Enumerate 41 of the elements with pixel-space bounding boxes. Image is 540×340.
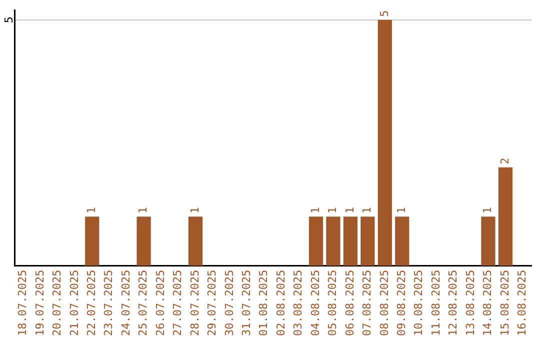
x-tick-label: 01.08.2025 xyxy=(257,270,270,336)
x-tick-label: 19.07.2025 xyxy=(33,270,46,336)
x-tick-label: 12.08.2025 xyxy=(446,270,460,336)
data-label: 1 xyxy=(481,206,494,214)
x-tick-label: 23.07.2025 xyxy=(102,270,116,336)
x-tick-label: 30.07.2025 xyxy=(222,270,236,336)
x-tick-label: 03.08.2025 xyxy=(292,270,305,336)
x-tick-label: 22.07.2025 xyxy=(84,270,98,336)
x-tick-label: 06.08.2025 xyxy=(343,270,356,336)
x-tick-label: 25.07.2025 xyxy=(136,270,150,336)
data-label: 1 xyxy=(84,206,98,214)
x-tick-label: 02.08.2025 xyxy=(274,270,288,336)
data-label: 1 xyxy=(360,206,374,214)
data-label: 1 xyxy=(326,206,340,214)
x-tick-label: 15.08.2025 xyxy=(498,270,512,336)
x-tick-label: 24.07.2025 xyxy=(119,270,132,336)
data-label: 1 xyxy=(394,206,408,214)
x-tick-label: 05.08.2025 xyxy=(326,270,340,336)
x-tick-label: 13.08.2025 xyxy=(464,270,477,336)
x-tick-label: 07.08.2025 xyxy=(360,270,374,336)
x-tick-label: 10.08.2025 xyxy=(412,270,426,336)
data-label: 5 xyxy=(378,10,391,17)
x-tick-label: 31.07.2025 xyxy=(240,270,253,336)
x-tick-label: 20.07.2025 xyxy=(50,270,64,336)
data-label: 1 xyxy=(188,206,202,214)
data-label: 1 xyxy=(136,206,150,214)
x-tick-label: 21.07.2025 xyxy=(68,270,81,336)
x-tick-label: 29.07.2025 xyxy=(206,270,219,336)
x-tick-label: 16.08.2025 xyxy=(516,270,529,336)
x-tick-label: 26.07.2025 xyxy=(154,270,167,336)
x-tick-label: 09.08.2025 xyxy=(394,270,408,336)
x-tick-label: 08.08.2025 xyxy=(378,270,391,336)
data-label: 1 xyxy=(308,206,322,214)
x-tick-label: 14.08.2025 xyxy=(481,270,494,336)
x-tick-label: 27.07.2025 xyxy=(171,270,184,336)
x-tick-label: 18.07.2025 xyxy=(16,270,30,336)
data-label: 1 xyxy=(343,206,356,214)
x-tick-label: 28.07.2025 xyxy=(188,270,202,336)
data-label: 2 xyxy=(498,158,512,164)
x-tick-label: 04.08.2025 xyxy=(308,270,322,336)
x-tick-label: 11.08.2025 xyxy=(429,270,442,336)
